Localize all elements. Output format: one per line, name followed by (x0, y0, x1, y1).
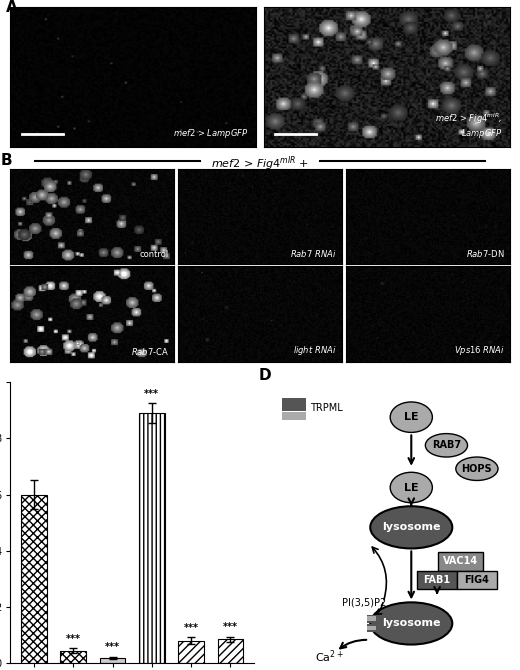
Text: PI(3,5)P2: PI(3,5)P2 (342, 598, 386, 608)
Text: lysosome: lysosome (382, 618, 440, 628)
Text: LE: LE (404, 482, 419, 492)
Text: B: B (1, 153, 12, 168)
Ellipse shape (390, 472, 432, 502)
Bar (139, 413, 164, 663)
Bar (100, 658, 125, 663)
Ellipse shape (370, 602, 452, 645)
FancyBboxPatch shape (457, 571, 497, 590)
Bar (60, 651, 86, 663)
Text: ***: *** (105, 643, 120, 653)
Text: HOPS: HOPS (462, 464, 492, 474)
Text: $Rab7$-CA: $Rab7$-CA (131, 346, 168, 356)
Text: lysosome: lysosome (382, 523, 440, 533)
Bar (21, 494, 47, 663)
Ellipse shape (390, 402, 432, 432)
Text: RAB7: RAB7 (432, 440, 461, 450)
FancyBboxPatch shape (367, 626, 376, 630)
FancyBboxPatch shape (367, 614, 376, 623)
Text: ***: *** (144, 389, 159, 399)
Text: TRPML: TRPML (310, 403, 343, 413)
Ellipse shape (425, 433, 467, 457)
FancyBboxPatch shape (367, 616, 376, 621)
FancyBboxPatch shape (282, 413, 306, 419)
Text: FIG4: FIG4 (464, 575, 489, 585)
Text: FAB1: FAB1 (423, 575, 451, 585)
Text: $Vps16$ $RNAi$: $Vps16$ $RNAi$ (454, 344, 505, 356)
Text: $Rab7$-DN: $Rab7$-DN (466, 249, 505, 259)
FancyBboxPatch shape (417, 571, 457, 590)
Text: $mef2$ > $LampGFP$: $mef2$ > $LampGFP$ (173, 127, 249, 140)
Text: LE: LE (404, 412, 419, 422)
Text: Ca$^{2+}$: Ca$^{2+}$ (315, 648, 344, 665)
Text: $mef2$ > $Fig4^{mIR}$,
$LampGFP$: $mef2$ > $Fig4^{mIR}$, $LampGFP$ (435, 111, 502, 140)
FancyBboxPatch shape (367, 624, 376, 632)
Text: ***: *** (223, 622, 238, 632)
Text: A: A (6, 0, 17, 15)
Text: ***: *** (184, 623, 199, 633)
Text: ***: *** (66, 634, 81, 644)
Ellipse shape (370, 507, 452, 549)
Text: control: control (139, 251, 168, 259)
Text: $mef2$ > $Fig4^{mIR}$ +: $mef2$ > $Fig4^{mIR}$ + (211, 154, 309, 173)
Text: $Rab7$ $RNAi$: $Rab7$ $RNAi$ (290, 249, 336, 259)
Bar (217, 639, 243, 663)
FancyBboxPatch shape (282, 399, 306, 411)
Text: $light$ $RNAi$: $light$ $RNAi$ (293, 344, 336, 356)
Bar (178, 641, 204, 663)
Text: D: D (259, 368, 271, 383)
Text: VAC14: VAC14 (443, 556, 478, 566)
FancyBboxPatch shape (438, 552, 483, 571)
Ellipse shape (456, 457, 498, 480)
